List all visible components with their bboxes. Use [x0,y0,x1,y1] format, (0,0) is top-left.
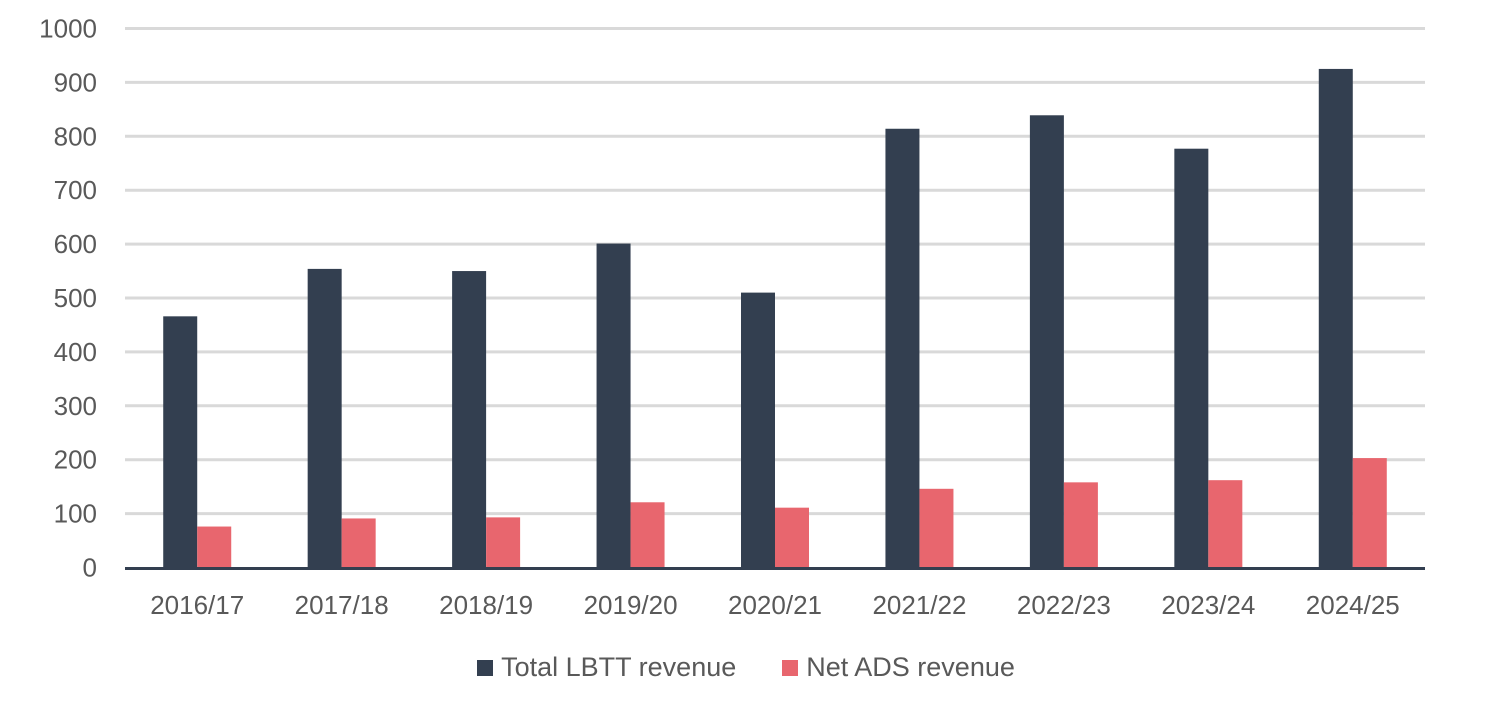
y-tick-label: 100 [54,499,97,529]
y-tick-label: 600 [54,229,97,259]
bar-net-ads [1208,480,1243,568]
bar-total-lbtt [596,243,631,568]
x-tick-label: 2024/25 [1306,590,1400,620]
bar-net-ads [486,517,521,568]
legend-item-net-ads: Net ADS revenue [782,652,1015,683]
y-tick-label: 200 [54,445,97,475]
x-tick-label: 2020/21 [728,590,822,620]
x-tick-label: 2019/20 [584,590,678,620]
y-tick-label: 400 [54,337,97,367]
legend-swatch-net-ads [782,659,799,676]
y-tick-label: 0 [83,553,97,583]
bar-total-lbtt [1318,68,1353,568]
bar-total-lbtt [307,268,342,568]
x-tick-label: 2017/18 [295,590,389,620]
legend-label-net-ads: Net ADS revenue [806,652,1015,682]
bar-net-ads [341,518,376,568]
x-tick-label: 2023/24 [1161,590,1255,620]
bar-chart: 0 100 200 300 400 500 600 700 800 900 1000 2016/17 2… [39,14,1425,620]
legend-swatch-total-lbtt [477,659,494,676]
y-tick-label: 500 [54,283,97,313]
legend-item-total-lbtt: Total LBTT revenue [477,652,736,683]
legend-label-total-lbtt: Total LBTT revenue [501,652,737,682]
y-tick-label: 900 [54,67,97,97]
bar-total-lbtt [1174,148,1209,568]
x-tick-label: 2022/23 [1017,590,1111,620]
bar-net-ads [1352,458,1387,568]
bar-total-lbtt [163,316,198,568]
bar-net-ads [630,502,665,568]
legend: Total LBTT revenue Net ADS revenue [0,652,1492,683]
x-tick-label: 2018/19 [439,590,533,620]
bar-total-lbtt [452,271,487,568]
bar-net-ads [1063,482,1098,568]
y-tick-label: 800 [54,121,97,151]
bar-net-ads [197,526,232,568]
bar-net-ads [919,488,954,568]
y-tick-label: 1000 [39,14,97,44]
y-tick-label: 700 [54,175,97,205]
bar-total-lbtt [885,128,920,568]
bar-total-lbtt [1029,115,1064,568]
y-tick-label: 300 [54,391,97,421]
bar-total-lbtt [741,292,775,568]
bar-net-ads [775,507,809,568]
x-tick-label: 2021/22 [872,590,966,620]
x-tick-label: 2016/17 [150,590,244,620]
